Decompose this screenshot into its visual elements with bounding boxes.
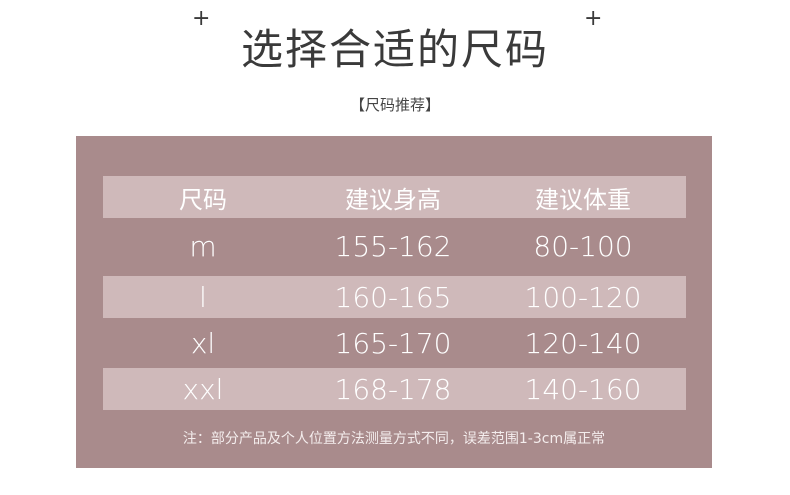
cell-size: m — [189, 229, 217, 263]
cell-size: xl — [190, 326, 216, 360]
page-title: 选择合适的尺码 — [240, 25, 549, 74]
cell-size: l — [199, 280, 207, 314]
cell-height: 165-170 — [334, 326, 452, 360]
cell-height: 155-162 — [334, 229, 452, 263]
plus-decoration-icon: + — [192, 6, 211, 31]
plus-decoration-icon: + — [584, 6, 603, 31]
size-table-panel: 尺码 建议身高 建议体重 m 155-162 80-100 l 160-165 … — [76, 136, 712, 468]
table-row: xl 165-170 120-140 — [103, 322, 686, 364]
cell-size: xxl — [182, 372, 224, 406]
measurement-note: 注：部分产品及个人位置方法测量方式不同，误差范围1-3cm属正常 — [182, 431, 606, 447]
table-row: xxl 168-178 140-160 — [103, 368, 686, 410]
cell-weight: 100-120 — [524, 280, 642, 314]
header-size: 尺码 — [179, 185, 227, 214]
table-row: m 155-162 80-100 — [103, 225, 686, 267]
subtitle: 【尺码推荐】 — [349, 96, 440, 114]
cell-weight: 80-100 — [533, 229, 633, 263]
header-height: 建议身高 — [345, 185, 441, 214]
table-row: l 160-165 100-120 — [103, 276, 686, 318]
table-header: 尺码 建议身高 建议体重 — [103, 176, 686, 218]
cell-weight: 140-160 — [524, 372, 642, 406]
header-weight: 建议体重 — [535, 185, 631, 214]
cell-height: 168-178 — [334, 372, 452, 406]
cell-height: 160-165 — [334, 280, 452, 314]
cell-weight: 120-140 — [524, 326, 642, 360]
